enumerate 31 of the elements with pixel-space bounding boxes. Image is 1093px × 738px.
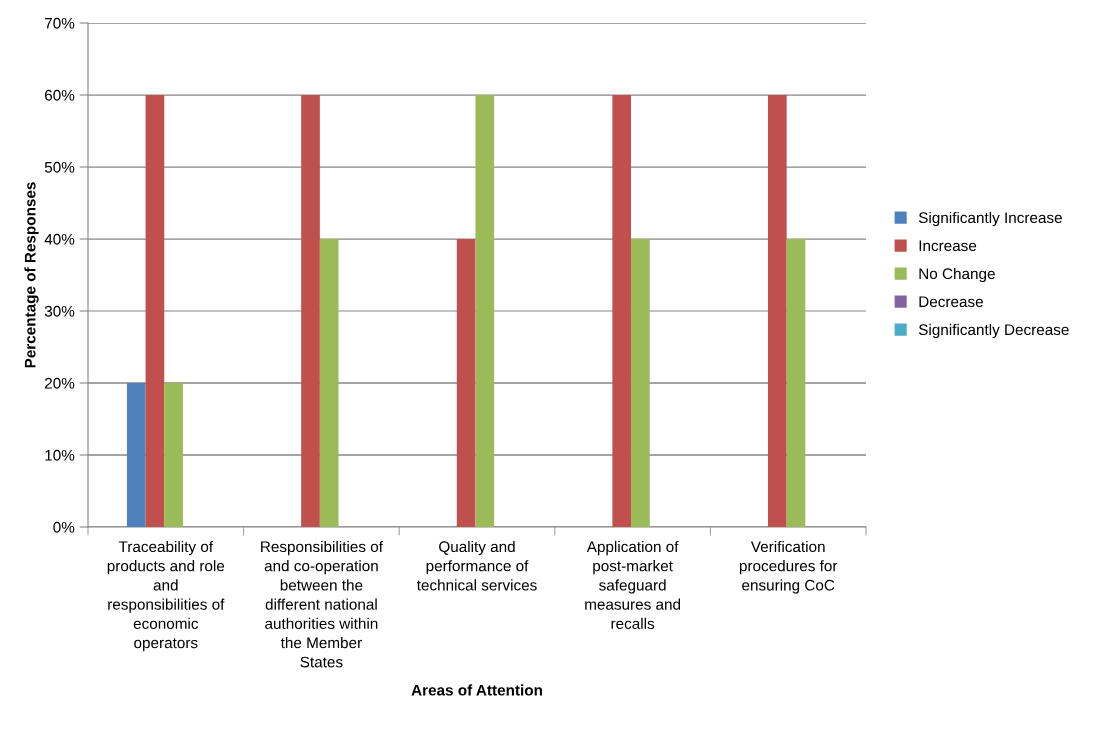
x-tick-label: Traceability of products and role and responsibilities of economic operators [107,540,225,652]
bar [767,95,787,527]
legend-label: Significantly Decrease [918,323,1069,339]
legend-label: Decrease [919,296,983,308]
bar [145,95,165,527]
bar [301,95,320,527]
bar [475,95,495,527]
bar [164,383,183,527]
legend-label: Significantly Increase [918,211,1062,227]
bar [786,239,806,527]
legend-label: Increase [919,240,977,252]
y-tick-label: 30% [44,305,75,317]
y-tick-label: 60% [45,89,75,101]
x-axis-title: Areas of Attention [411,684,542,696]
bar [126,383,146,527]
y-tick-label: 70% [45,17,75,29]
y-tick-label: 10% [45,449,75,461]
y-axis-title: Percentage of Responses [24,182,39,368]
y-tick-label: 50% [44,161,75,173]
y-tick-label: 40% [44,233,75,245]
bar [319,239,339,527]
bar [456,239,476,527]
x-tick-label: Application of post-market safeguard measures and recalls [585,540,681,630]
x-tick-label: Responsibilities of and co-operation between the different national authorities within the Member States [261,540,383,668]
bar [612,95,632,527]
y-tick-label: 20% [45,377,75,389]
y-tick-label: 0% [53,521,75,533]
x-tick-label: Verification procedures for ensuring CoC [739,540,838,594]
x-tick-label: Quality and performance of technical services [416,540,537,591]
legend-label: No Change [919,267,995,283]
bar [631,239,650,527]
